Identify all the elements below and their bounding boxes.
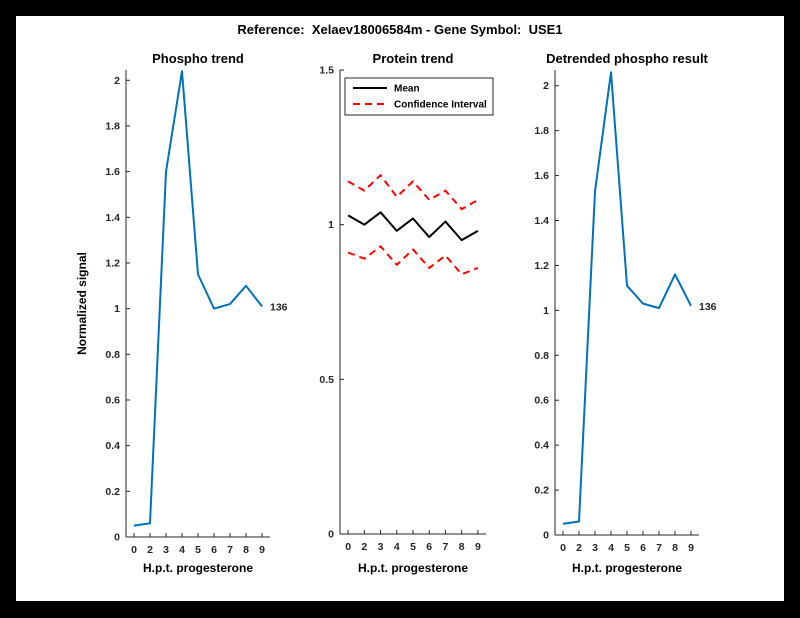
series-line-phospho-signal (133, 70, 263, 527)
y-tick-label: 2 (114, 75, 120, 87)
x-tick-label: 6 (426, 541, 432, 553)
series-line-ci-upper (347, 174, 479, 211)
x-tick-label: 0 (345, 541, 351, 553)
x-tick-label: 2 (361, 541, 367, 553)
figure-canvas: Reference: Xelaev18006584m - Gene Symbol… (16, 16, 784, 601)
plots-svg: 0 2 3 4 5 6 7 8 900.20.40.60.811.21.41.61.82Phos… (75, 51, 717, 575)
x-tick-label: 0 (560, 542, 566, 554)
x-tick-label: 4 (394, 541, 400, 553)
y-tick-label: 1.4 (534, 215, 549, 227)
y-tick-label: 1 (543, 305, 549, 317)
series-line-detrended-phospho (562, 71, 692, 525)
x-axis-label: H.p.t. progesterone (572, 561, 682, 575)
series-line-ci-lower (347, 245, 479, 276)
legend: Mean Confidence Interval (344, 77, 494, 116)
x-tick-label: 7 (656, 542, 662, 554)
subplot-title: Detrended phospho result (546, 51, 708, 66)
x-tick-label: 9 (688, 542, 694, 554)
y-tick-label: 1.2 (105, 257, 120, 269)
x-axis-label: H.p.t. progesterone (358, 561, 468, 575)
x-tick-label: 3 (163, 544, 169, 556)
y-tick-label: 0.4 (105, 440, 120, 452)
x-tick-label: 2 (576, 542, 582, 554)
legend-box (344, 77, 494, 116)
y-tick-label: 1 (114, 303, 120, 315)
y-tick-label: 0.2 (105, 486, 120, 498)
figure-title: Reference: Xelaev18006584m - Gene Symbol… (237, 22, 563, 37)
y-tick-label: 1.6 (105, 166, 120, 178)
x-tick-label: 5 (624, 542, 630, 554)
endpoint-annotation: 136 (270, 301, 288, 313)
x-tick-label: 6 (640, 542, 646, 554)
y-tick-label: 1.4 (105, 212, 120, 224)
y-tick-label: 0.8 (105, 349, 120, 361)
x-tick-label: 9 (475, 541, 481, 553)
y-tick-label: 0.6 (534, 395, 549, 407)
subplot-title: Protein trend (373, 51, 454, 66)
x-tick-label: 4 (179, 544, 185, 556)
x-tick-label: 7 (443, 541, 449, 553)
x-tick-label: 3 (592, 542, 598, 554)
x-tick-label: 0 (131, 544, 137, 556)
x-tick-label: 2 (147, 544, 153, 556)
y-tick-label: 0.8 (534, 350, 549, 362)
y-tick-label: 2 (543, 80, 549, 92)
y-axis-label: Normalized signal (75, 252, 89, 355)
y-tick-label: 0.6 (105, 394, 120, 406)
subplot-1: 0 2 3 4 5 6 7 8 900.20.40.60.811.21.41.61.82Phos… (75, 51, 288, 575)
y-tick-label: 0.2 (534, 485, 549, 497)
legend-label: Mean (394, 84, 420, 95)
y-tick-label: 0 (114, 532, 120, 544)
y-tick-label: 1.8 (105, 120, 120, 132)
x-tick-label: 7 (227, 544, 233, 556)
endpoint-annotation: 136 (699, 301, 717, 313)
x-axis-label: H.p.t. progesterone (143, 561, 253, 575)
y-tick-label: 0 (328, 529, 334, 541)
subplot-title: Phospho trend (152, 51, 244, 66)
y-tick-label: 0.5 (319, 374, 334, 386)
legend-label: Confidence Interval (394, 100, 487, 111)
series-line-mean (347, 211, 479, 242)
x-tick-label: 5 (410, 541, 416, 553)
y-tick-label: 1.5 (319, 65, 334, 77)
y-tick-label: 1 (328, 219, 334, 231)
y-tick-label: 0 (543, 530, 549, 542)
subplot-3: 0 2 3 4 5 6 7 8 900.20.40.60.811.21.41.61.82Detr… (534, 51, 716, 575)
x-tick-label: 5 (195, 544, 201, 556)
x-tick-label: 8 (672, 542, 678, 554)
x-tick-label: 4 (608, 542, 614, 554)
x-tick-label: 3 (378, 541, 384, 553)
x-tick-label: 8 (459, 541, 465, 553)
x-tick-label: 9 (259, 544, 265, 556)
y-tick-label: 1.6 (534, 170, 549, 182)
y-tick-label: 1.2 (534, 260, 549, 272)
y-tick-label: 1.8 (534, 125, 549, 137)
x-tick-label: 6 (211, 544, 217, 556)
x-tick-label: 8 (243, 544, 249, 556)
y-tick-label: 0.4 (534, 440, 549, 452)
